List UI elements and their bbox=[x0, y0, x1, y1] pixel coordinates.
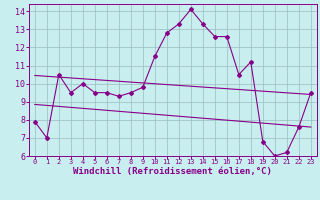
X-axis label: Windchill (Refroidissement éolien,°C): Windchill (Refroidissement éolien,°C) bbox=[73, 167, 272, 176]
